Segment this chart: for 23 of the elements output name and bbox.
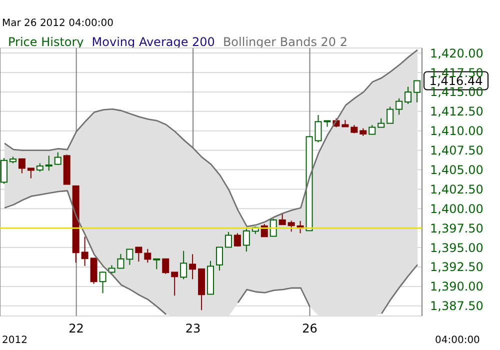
candlestick <box>81 236 88 266</box>
x-tick-label: 26 <box>302 322 318 336</box>
y-tick-label: 1,412.50 <box>430 104 484 119</box>
y-tick-label: 1,400.00 <box>430 202 484 216</box>
y-tick-label: 1,405.00 <box>430 163 484 178</box>
candlestick <box>189 254 196 280</box>
text: 2012 <box>2 335 28 346</box>
y-tick-label: 1,402.50 <box>430 182 484 196</box>
y-tick-label: 1,392.50 <box>430 260 484 274</box>
text: Price History <box>8 35 84 49</box>
legend-label: Moving Average 200 <box>92 35 215 49</box>
y-tick-label: 1,420.00 <box>430 46 484 60</box>
y-tick-label: 1,390.00 <box>430 280 484 294</box>
y-tick-label: 1,410.00 <box>430 124 484 138</box>
x-tick-label: 22 <box>68 322 84 336</box>
y-tick-label: 1,397.50 <box>430 221 484 236</box>
text: 04:00:00 <box>435 335 480 346</box>
y-tick-label: 1,387.50 <box>430 299 484 314</box>
x-tick-label: 23 <box>185 322 201 336</box>
y-tick-label: 1,395.00 <box>430 240 484 255</box>
y-tick-label: 1,407.50 <box>430 144 484 158</box>
text: Bollinger Bands 20 2 <box>222 35 348 49</box>
chart-subtitle: Mar 26 2012 04:00:00 <box>2 18 114 29</box>
